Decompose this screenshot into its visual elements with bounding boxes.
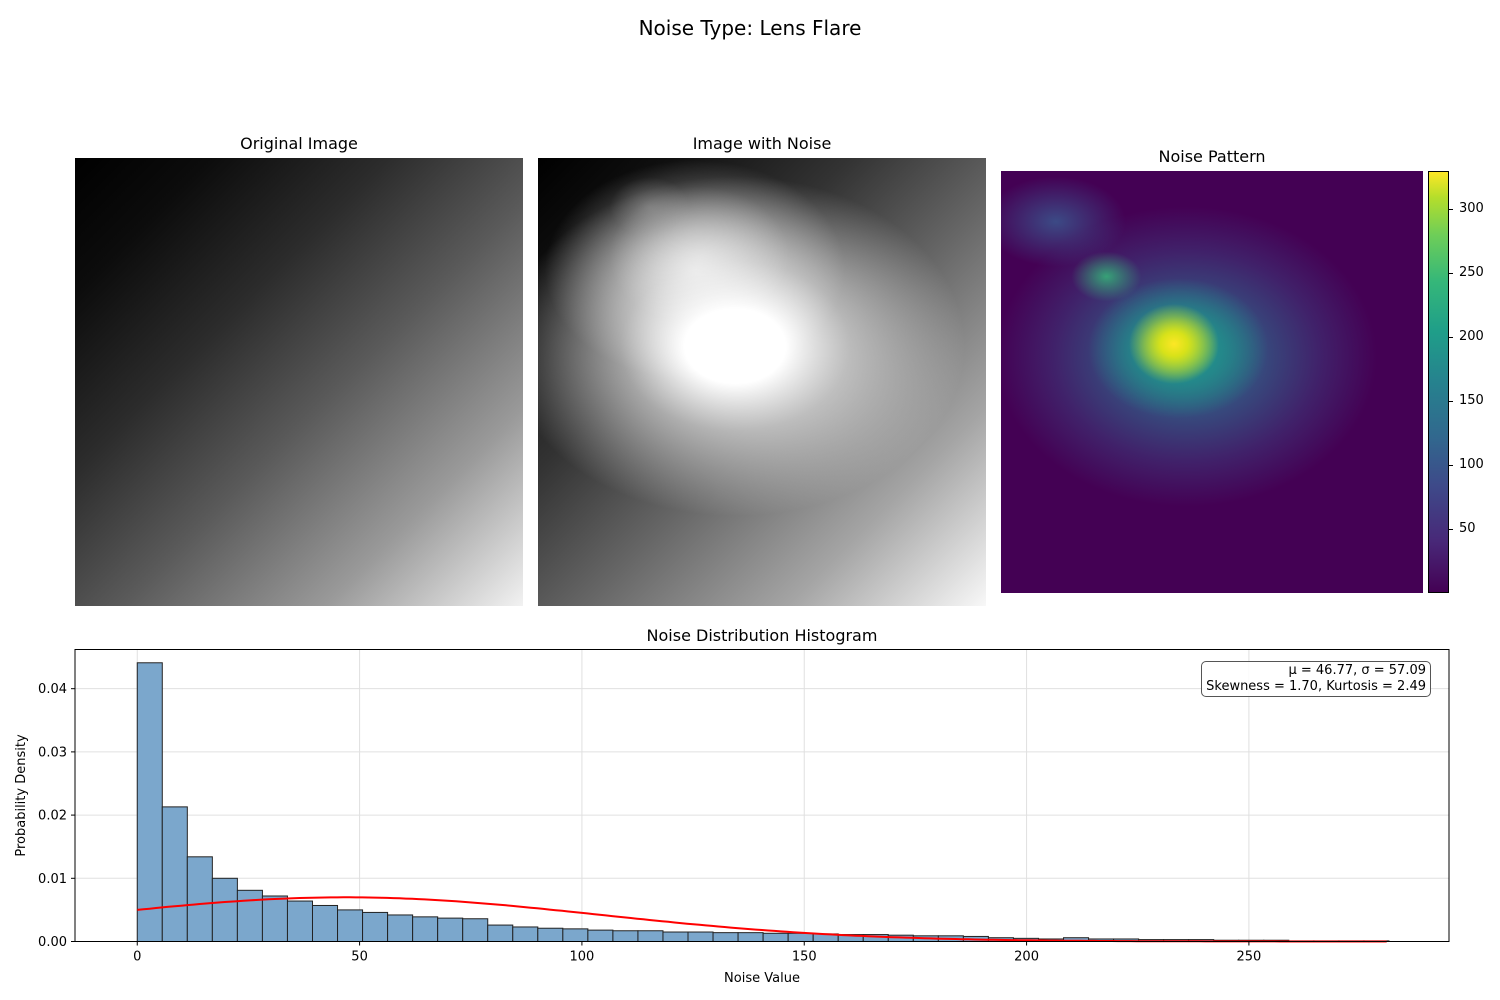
y-tick-label: 0.04 (38, 682, 67, 697)
x-tick-label: 50 (351, 950, 368, 965)
histogram-bar (161, 806, 188, 942)
colorbar (1428, 171, 1449, 593)
histogram-bar (587, 929, 614, 943)
y-tick-label: 0.02 (38, 809, 67, 824)
y-axis-ticks: 0.00 0.01 0.02 0.03 0.04 (38, 682, 75, 950)
colorbar-tick-mark (1449, 401, 1453, 403)
histogram-bar (362, 911, 389, 943)
x-tick-label: 250 (1236, 950, 1261, 965)
histogram-bar (437, 917, 464, 942)
histogram-bars (136, 662, 1390, 943)
histogram-bar (712, 932, 739, 943)
histogram-bar (311, 904, 339, 943)
x-tick-label: 100 (569, 950, 594, 965)
noise-pattern-title: Noise Pattern (1158, 147, 1266, 166)
histogram-bar (487, 924, 514, 943)
y-tick-label: 0.03 (38, 745, 67, 760)
original-image (75, 158, 523, 606)
colorbar-tick-label: 300 (1459, 201, 1484, 217)
histogram-bar (236, 889, 263, 943)
histogram-bar (637, 930, 664, 942)
histogram-bar (687, 931, 714, 942)
noisy-image-title: Image with Noise (692, 134, 832, 153)
x-tick-label: 150 (792, 950, 817, 965)
histogram-chart: Noise Distribution Histogram 0 50 100 150 20… (14, 626, 1450, 986)
colorbar-tick-label: 250 (1459, 265, 1484, 281)
histogram-bar (286, 900, 313, 942)
colorbar-tick-mark (1449, 209, 1453, 211)
histogram-bar (662, 931, 689, 942)
histogram-bar (412, 916, 439, 942)
noisy-image (538, 158, 986, 606)
histogram-bar (562, 928, 589, 943)
stats-mean-std: μ = 46.77, σ = 57.09 (1288, 663, 1426, 678)
histogram-bar (462, 918, 489, 943)
noise-pattern-image (1001, 171, 1423, 593)
histogram-bar (136, 662, 163, 942)
y-tick-label: 0.00 (38, 935, 67, 950)
original-image-title: Original Image (240, 134, 358, 153)
histogram-title: Noise Distribution Histogram (647, 626, 878, 645)
colorbar-tick-label: 50 (1459, 521, 1476, 537)
figure-title: Noise Type: Lens Flare (638, 16, 862, 40)
stats-box: μ = 46.77, σ = 57.09 Skewness = 1.70, Ku… (1201, 661, 1431, 697)
y-tick-label: 0.01 (38, 872, 67, 887)
histogram-bar (612, 930, 639, 942)
colorbar-tick-mark (1449, 465, 1453, 467)
histogram-bar (387, 914, 414, 943)
histogram-bar (737, 932, 764, 943)
histogram-bar (787, 932, 814, 942)
stats-skew-kurtosis: Skewness = 1.70, Kurtosis = 2.49 (1206, 679, 1426, 694)
histogram-bar (512, 926, 539, 942)
x-axis-ticks: 0 50 100 150 200 250 (133, 941, 1261, 965)
colorbar-tick-mark (1449, 337, 1453, 339)
colorbar-tick-label: 100 (1459, 457, 1484, 473)
plot-frame (74, 649, 1450, 942)
histogram-bar (337, 909, 364, 942)
histogram-bar (261, 895, 288, 942)
colorbar-tick-mark (1449, 529, 1453, 531)
colorbar-tick-label: 150 (1459, 393, 1484, 409)
histogram-bar (211, 877, 238, 943)
x-axis-label: Noise Value (724, 971, 800, 986)
x-tick-label: 0 (133, 950, 141, 965)
histogram-bar (762, 932, 789, 942)
y-axis-label: Probability Density (14, 734, 29, 857)
colorbar-tick-label: 200 (1459, 329, 1484, 345)
histogram-bar (186, 856, 213, 942)
x-tick-label: 200 (1014, 950, 1039, 965)
colorbar-tick-mark (1449, 273, 1453, 275)
histogram-bar (537, 927, 564, 942)
